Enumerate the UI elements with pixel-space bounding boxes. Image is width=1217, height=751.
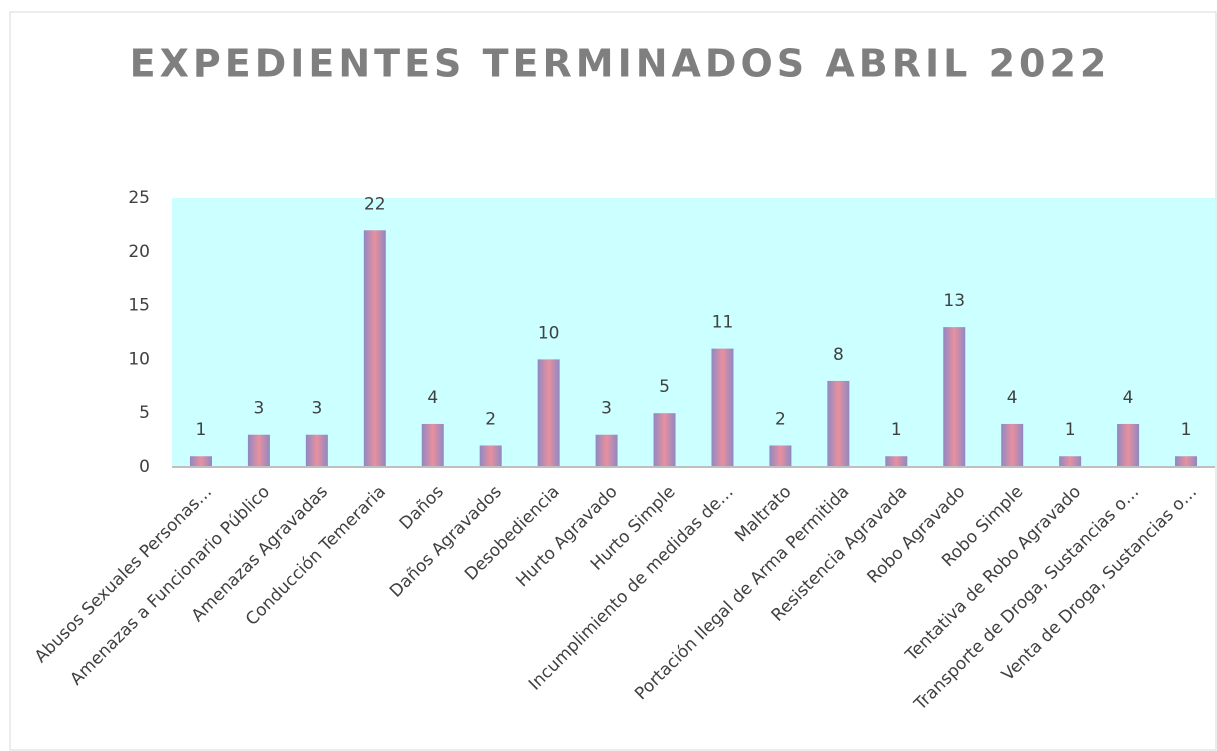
data-label: 4 [1123,388,1134,408]
data-label: 1 [196,420,207,440]
data-label: 1 [1181,420,1192,440]
data-label: 22 [364,194,386,214]
bar [189,456,212,467]
chart-title: EXPEDIENTES TERMINADOS ABRIL 2022 [130,42,1111,86]
data-label: 5 [659,377,670,397]
bar [305,434,328,467]
data-label: 3 [311,399,322,419]
bar [827,380,850,467]
data-label: 4 [1007,388,1018,408]
y-tick-label: 15 [128,296,150,316]
bar [1001,423,1024,467]
bar [479,445,502,467]
bar [1117,423,1140,467]
bar [363,230,386,467]
y-tick-label: 20 [128,242,150,262]
bar [769,445,792,467]
bar [885,456,908,467]
y-tick-label: 5 [139,403,150,423]
data-label: 10 [538,323,560,343]
data-label: 13 [943,291,965,311]
y-tick-label: 25 [128,188,150,208]
data-label: 8 [833,345,844,365]
bar [537,359,560,467]
data-label: 3 [601,399,612,419]
bar [1175,456,1198,467]
bar [247,434,270,467]
bar [421,423,444,467]
data-label: 3 [254,399,265,419]
data-label: 11 [712,313,734,333]
bar [653,413,676,467]
data-label: 2 [775,409,786,429]
bar [1059,456,1082,467]
bar [595,434,618,467]
data-label: 4 [427,388,438,408]
plot-area [172,198,1215,467]
bar [711,348,734,467]
y-tick-label: 0 [139,457,150,477]
data-label: 2 [485,409,496,429]
data-label: 1 [1065,420,1076,440]
y-tick-label: 10 [128,349,150,369]
bar [943,327,966,467]
data-label: 1 [891,420,902,440]
